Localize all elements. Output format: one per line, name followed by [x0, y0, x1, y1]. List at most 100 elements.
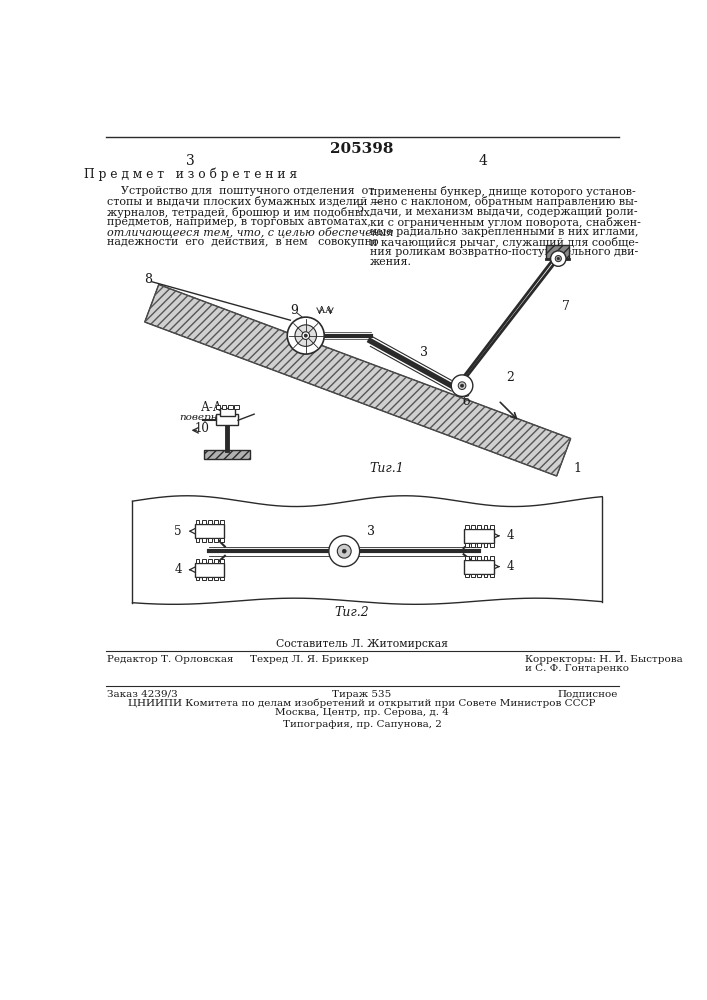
Text: 7: 7 [562, 300, 570, 313]
Bar [216, 414, 238, 425]
Text: 5: 5 [357, 204, 364, 214]
Bar [484, 543, 487, 547]
Text: Составитель Л. Житомирская: Составитель Л. Житомирская [276, 639, 448, 649]
Bar [464, 529, 493, 543]
Bar [464, 560, 493, 574]
Text: Тираж 535: Тираж 535 [332, 690, 392, 699]
Circle shape [458, 382, 466, 389]
Text: 3: 3 [367, 525, 375, 538]
Circle shape [460, 384, 464, 387]
Text: 9: 9 [291, 304, 298, 317]
Bar [216, 405, 221, 409]
Bar [484, 525, 487, 529]
Bar [472, 525, 475, 529]
Circle shape [555, 256, 561, 262]
Bar [477, 574, 481, 577]
Circle shape [337, 544, 351, 558]
Text: 1: 1 [573, 462, 582, 475]
Text: Техред Л. Я. Бриккер: Техред Л. Я. Бриккер [250, 654, 369, 664]
Text: Подписное: Подписное [557, 690, 618, 699]
Polygon shape [145, 285, 571, 476]
Bar [465, 574, 469, 577]
Bar [228, 405, 233, 409]
Text: и С. Ф. Гонтаренко: и С. Ф. Гонтаренко [525, 664, 629, 673]
Bar [201, 538, 206, 542]
Circle shape [551, 251, 566, 266]
Circle shape [304, 334, 308, 337]
Bar [234, 405, 239, 409]
Bar [477, 556, 481, 560]
Bar [214, 538, 218, 542]
Bar [201, 520, 206, 524]
Bar [195, 524, 224, 538]
Text: 3: 3 [419, 346, 428, 359]
Bar [222, 405, 226, 409]
Bar [465, 543, 469, 547]
Bar [490, 525, 493, 529]
Bar [221, 538, 224, 542]
Bar [195, 563, 224, 577]
Text: А: А [317, 306, 325, 315]
Bar [477, 525, 481, 529]
Text: 205398: 205398 [330, 142, 394, 156]
Bar [214, 559, 218, 563]
Bar [208, 559, 212, 563]
Bar [221, 559, 224, 563]
Text: Τиг.2: Τиг.2 [334, 606, 369, 619]
Text: журналов, тетрадей, брошюр и им подобных: журналов, тетрадей, брошюр и им подобных [107, 207, 370, 218]
Bar [490, 574, 493, 577]
Text: ные радиально закрепленными в них иглами,: ные радиально закрепленными в них иглами… [370, 227, 638, 237]
Circle shape [451, 375, 473, 396]
Bar [196, 577, 199, 580]
Bar [490, 543, 493, 547]
Circle shape [329, 536, 360, 567]
Circle shape [302, 332, 310, 339]
Text: повернуто: повернуто [179, 413, 240, 422]
Bar [196, 538, 199, 542]
Bar [221, 577, 224, 580]
Text: предметов, например, в торговых автоматах,: предметов, например, в торговых автомата… [107, 217, 371, 227]
Bar [204, 450, 250, 459]
Bar [214, 577, 218, 580]
Bar [472, 556, 475, 560]
Bar [219, 408, 235, 416]
Text: 5: 5 [174, 525, 182, 538]
Bar [546, 245, 569, 259]
Circle shape [342, 549, 346, 553]
Text: надежности  его  действия,  в нем   совокупно: надежности его действия, в нем совокупно [107, 237, 379, 247]
Bar [484, 574, 487, 577]
Bar [465, 525, 469, 529]
Bar [196, 520, 199, 524]
Text: Заказ 4239/3: Заказ 4239/3 [107, 690, 178, 699]
Bar [208, 577, 212, 580]
Text: А-А: А-А [201, 401, 223, 414]
Text: б: б [462, 395, 469, 408]
Text: 10: 10 [195, 422, 210, 434]
Bar [472, 543, 475, 547]
Text: 4: 4 [507, 560, 514, 573]
Text: П р е д м е т   и з о б р е т е н и я: П р е д м е т и з о б р е т е н и я [83, 167, 297, 181]
Bar [472, 574, 475, 577]
Text: ния роликам возвратно-поступательного дви-: ния роликам возвратно-поступательного дв… [370, 247, 638, 257]
Bar [221, 520, 224, 524]
Text: Типография, пр. Сапунова, 2: Типография, пр. Сапунова, 2 [283, 720, 441, 729]
Text: жения.: жения. [370, 257, 411, 267]
Text: Москва, Центр, пр. Серова, д. 4: Москва, Центр, пр. Серова, д. 4 [275, 708, 449, 717]
Text: Редактор Т. Орловская: Редактор Т. Орловская [107, 654, 233, 664]
Text: 8: 8 [144, 273, 152, 286]
Bar [208, 520, 212, 524]
Text: 4: 4 [174, 563, 182, 576]
Text: дачи, и механизм выдачи, содержащий роли-: дачи, и механизм выдачи, содержащий роли… [370, 207, 637, 217]
Bar [196, 559, 199, 563]
Bar [490, 556, 493, 560]
Text: отличающееся тем, что, с целью обеспечения: отличающееся тем, что, с целью обеспечен… [107, 227, 394, 238]
Text: 3: 3 [186, 154, 194, 168]
Bar [477, 543, 481, 547]
Text: применены бункер, днище которого установ-: применены бункер, днище которого установ… [370, 186, 636, 197]
Text: Τиг.1: Τиг.1 [369, 462, 404, 475]
Bar [201, 577, 206, 580]
Text: ки с ограниченным углом поворота, снабжен-: ки с ограниченным углом поворота, снабже… [370, 217, 641, 228]
Circle shape [287, 317, 325, 354]
Text: ЦНИИПИ Комитета по делам изобретений и открытий при Совете Министров СССР: ЦНИИПИ Комитета по делам изобретений и о… [128, 699, 596, 708]
Text: и качающийся рычаг, служащий для сообще-: и качающийся рычаг, служащий для сообще- [370, 237, 638, 248]
